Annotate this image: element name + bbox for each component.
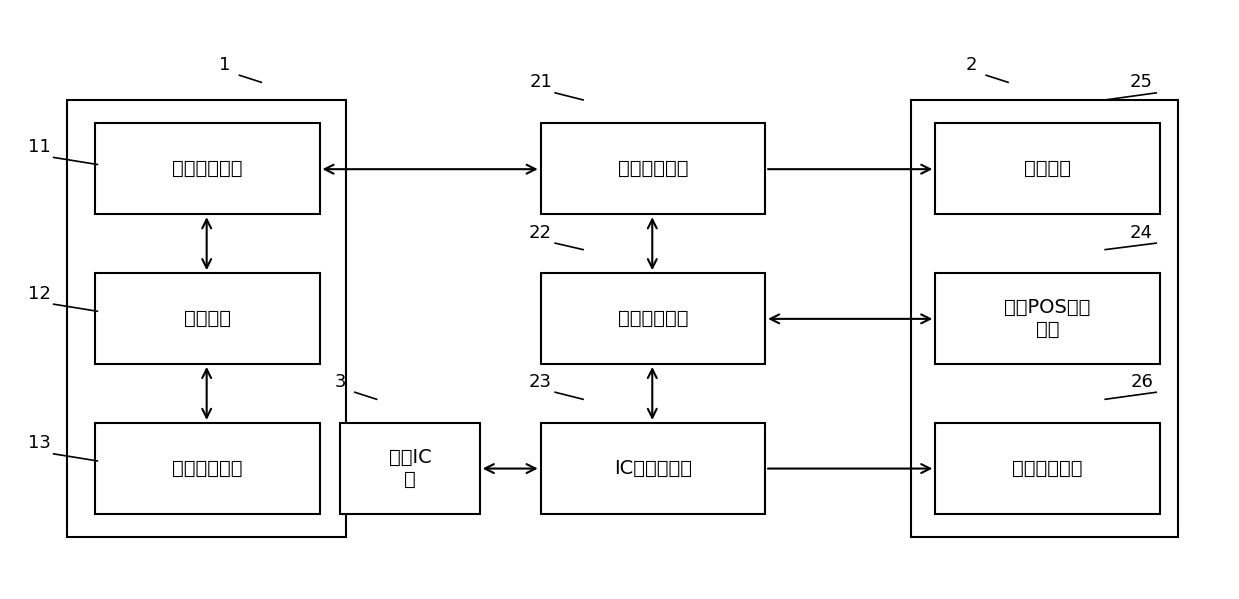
Text: 定位接口: 定位接口 xyxy=(1023,159,1070,179)
Text: 3: 3 xyxy=(335,373,346,391)
Text: 21: 21 xyxy=(529,73,553,91)
Bar xyxy=(935,423,1160,514)
Bar xyxy=(935,273,1160,364)
Text: IC卡读写接口: IC卡读写接口 xyxy=(613,459,691,478)
Bar xyxy=(540,123,766,214)
Text: 24: 24 xyxy=(1130,223,1154,241)
Text: 25: 25 xyxy=(1130,73,1154,91)
Bar xyxy=(911,100,1178,537)
Bar xyxy=(540,423,766,514)
Bar xyxy=(95,273,320,364)
Bar xyxy=(67,100,346,537)
Bar xyxy=(95,423,320,514)
Text: 车锁控制单元: 车锁控制单元 xyxy=(1012,459,1083,478)
Text: 1: 1 xyxy=(219,56,230,74)
Text: 23: 23 xyxy=(529,373,553,391)
Text: 中央控制单元: 中央控制单元 xyxy=(617,309,688,328)
Bar xyxy=(540,273,766,364)
Text: 公交IC
卡: 公交IC 卡 xyxy=(389,448,431,489)
Bar xyxy=(935,123,1160,214)
Text: 虚拟POS应用
载体: 虚拟POS应用 载体 xyxy=(1005,298,1090,339)
Bar xyxy=(95,123,320,214)
Text: 第二通信接口: 第二通信接口 xyxy=(617,159,688,179)
Bar xyxy=(341,423,479,514)
Text: 22: 22 xyxy=(529,223,553,241)
Text: 11: 11 xyxy=(27,138,51,156)
Text: 第一通信接口: 第一通信接口 xyxy=(172,159,243,179)
Text: 13: 13 xyxy=(27,434,51,452)
Text: 业务接口: 业务接口 xyxy=(183,309,230,328)
Text: 12: 12 xyxy=(27,285,51,302)
Text: 26: 26 xyxy=(1130,373,1154,391)
Text: 密钥管理接口: 密钥管理接口 xyxy=(172,459,243,478)
Text: 2: 2 xyxy=(966,56,978,74)
